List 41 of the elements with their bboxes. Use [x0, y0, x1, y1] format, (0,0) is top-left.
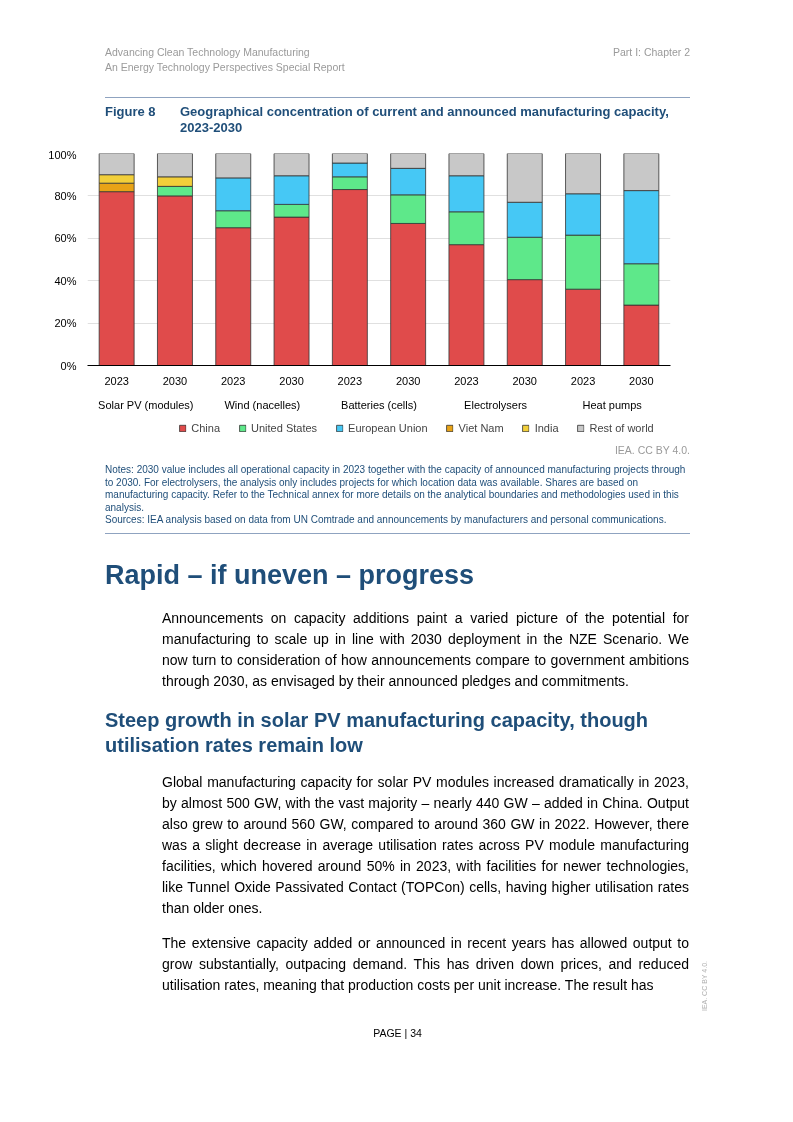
chart-subtitle: Geographical concentration of current and announced manufacturing capacity, 2023-2030 — [180, 104, 670, 136]
text: Part I: Chapter 2 — [612, 45, 690, 60]
text: The extensive capacity added or announced in recent years has allowed output to grow substantially, outpacing demand. This has driven down prices, and reduced utilisation rates, meaning that production costs per unit increase. The result has — [162, 934, 689, 996]
legend-label: India — [534, 422, 559, 434]
x-tick-label: 2023 — [104, 374, 129, 387]
x-tick-label: 2030 — [512, 374, 537, 387]
text: Electrolysers — [464, 398, 528, 411]
legend-label: European Union — [348, 422, 428, 434]
source-note: Sources: IEA analysis based on data from UN Comtrade and announcements by manufacturers and personal communications. — [105, 514, 667, 525]
text: Solar PV (modules) — [98, 398, 194, 411]
x-tick-label: 2030 — [162, 374, 188, 387]
x-tick-label: 2030 — [629, 374, 654, 387]
text: Heat pumps — [582, 398, 643, 411]
y-tick-label: 40% — [54, 274, 77, 287]
text: Rapid – if uneven – progress — [105, 558, 475, 592]
text: PAGE | 34 — [372, 1026, 423, 1042]
text: An Energy Technology Perspectives Special Report — [105, 61, 345, 73]
text: Announcements on capacity additions paint a varied picture of the potential for manufacturing to scale up in line with 2030 deployment in the NZE Scenario. We now turn to consideration of how announcements compare to government ambitions through 2030, as envisaged by their announced pledges and commitments. — [162, 609, 689, 692]
x-tick-label: 2023 — [454, 374, 479, 387]
y-tick-label: 0% — [60, 359, 77, 372]
text: Advancing Clean Technology Manufacturing — [105, 46, 310, 58]
text: Batteries (cells) — [341, 398, 417, 411]
legend-label: United States — [251, 422, 318, 434]
y-tick-label: 100% — [48, 148, 77, 161]
chart-title: Figure 8 — [105, 104, 157, 121]
y-tick-label: 80% — [54, 189, 77, 202]
text: IEA. CC BY 4.0. — [614, 443, 690, 458]
text: Steep growth in solar PV manufacturing capacity, though utilisation rates remain low — [105, 708, 650, 759]
x-tick-label: 2023 — [570, 374, 596, 387]
text: Notes: 2030 value includes all operational capacity in 2023 together with the capacity of announced manufacturing projects through to 2030. For electrolysers, the analysis only includes projects for which location data was available. Shares are based on manufacturing capacity. Refer to the Technical annex for more details on the analytical boundaries and methodologies used in this analysis. — [105, 464, 686, 513]
legend-label: Rest of world — [589, 422, 654, 434]
x-tick-label: 2023 — [337, 374, 363, 387]
y-tick-label: 60% — [54, 232, 77, 245]
text: Wind (nacelles) — [224, 398, 301, 411]
legend-label: Viet Nam — [458, 422, 504, 434]
y-tick-label: 20% — [54, 317, 77, 330]
x-tick-label: 2030 — [279, 374, 304, 387]
text: Global manufacturing capacity for solar PV modules increased dramatically in 2023, by almost 500 GW, with the vast majority – nearly 440 GW – added in China. Output also grew to around 560 GW, compared to around 360 GW in 2022. However, there was a slight decrease in average utilisation rates across PV module manufacturing facilities, which hovered around 50% in 2023, with facilities for newer technologies, like Tunnel Oxide Passivated Contact (TOPCon) cells, having higher utilisation rates than older ones. — [162, 773, 689, 919]
legend-label: China — [191, 422, 221, 434]
x-tick-label: 2023 — [221, 374, 246, 387]
x-tick-label: 2030 — [395, 374, 421, 387]
